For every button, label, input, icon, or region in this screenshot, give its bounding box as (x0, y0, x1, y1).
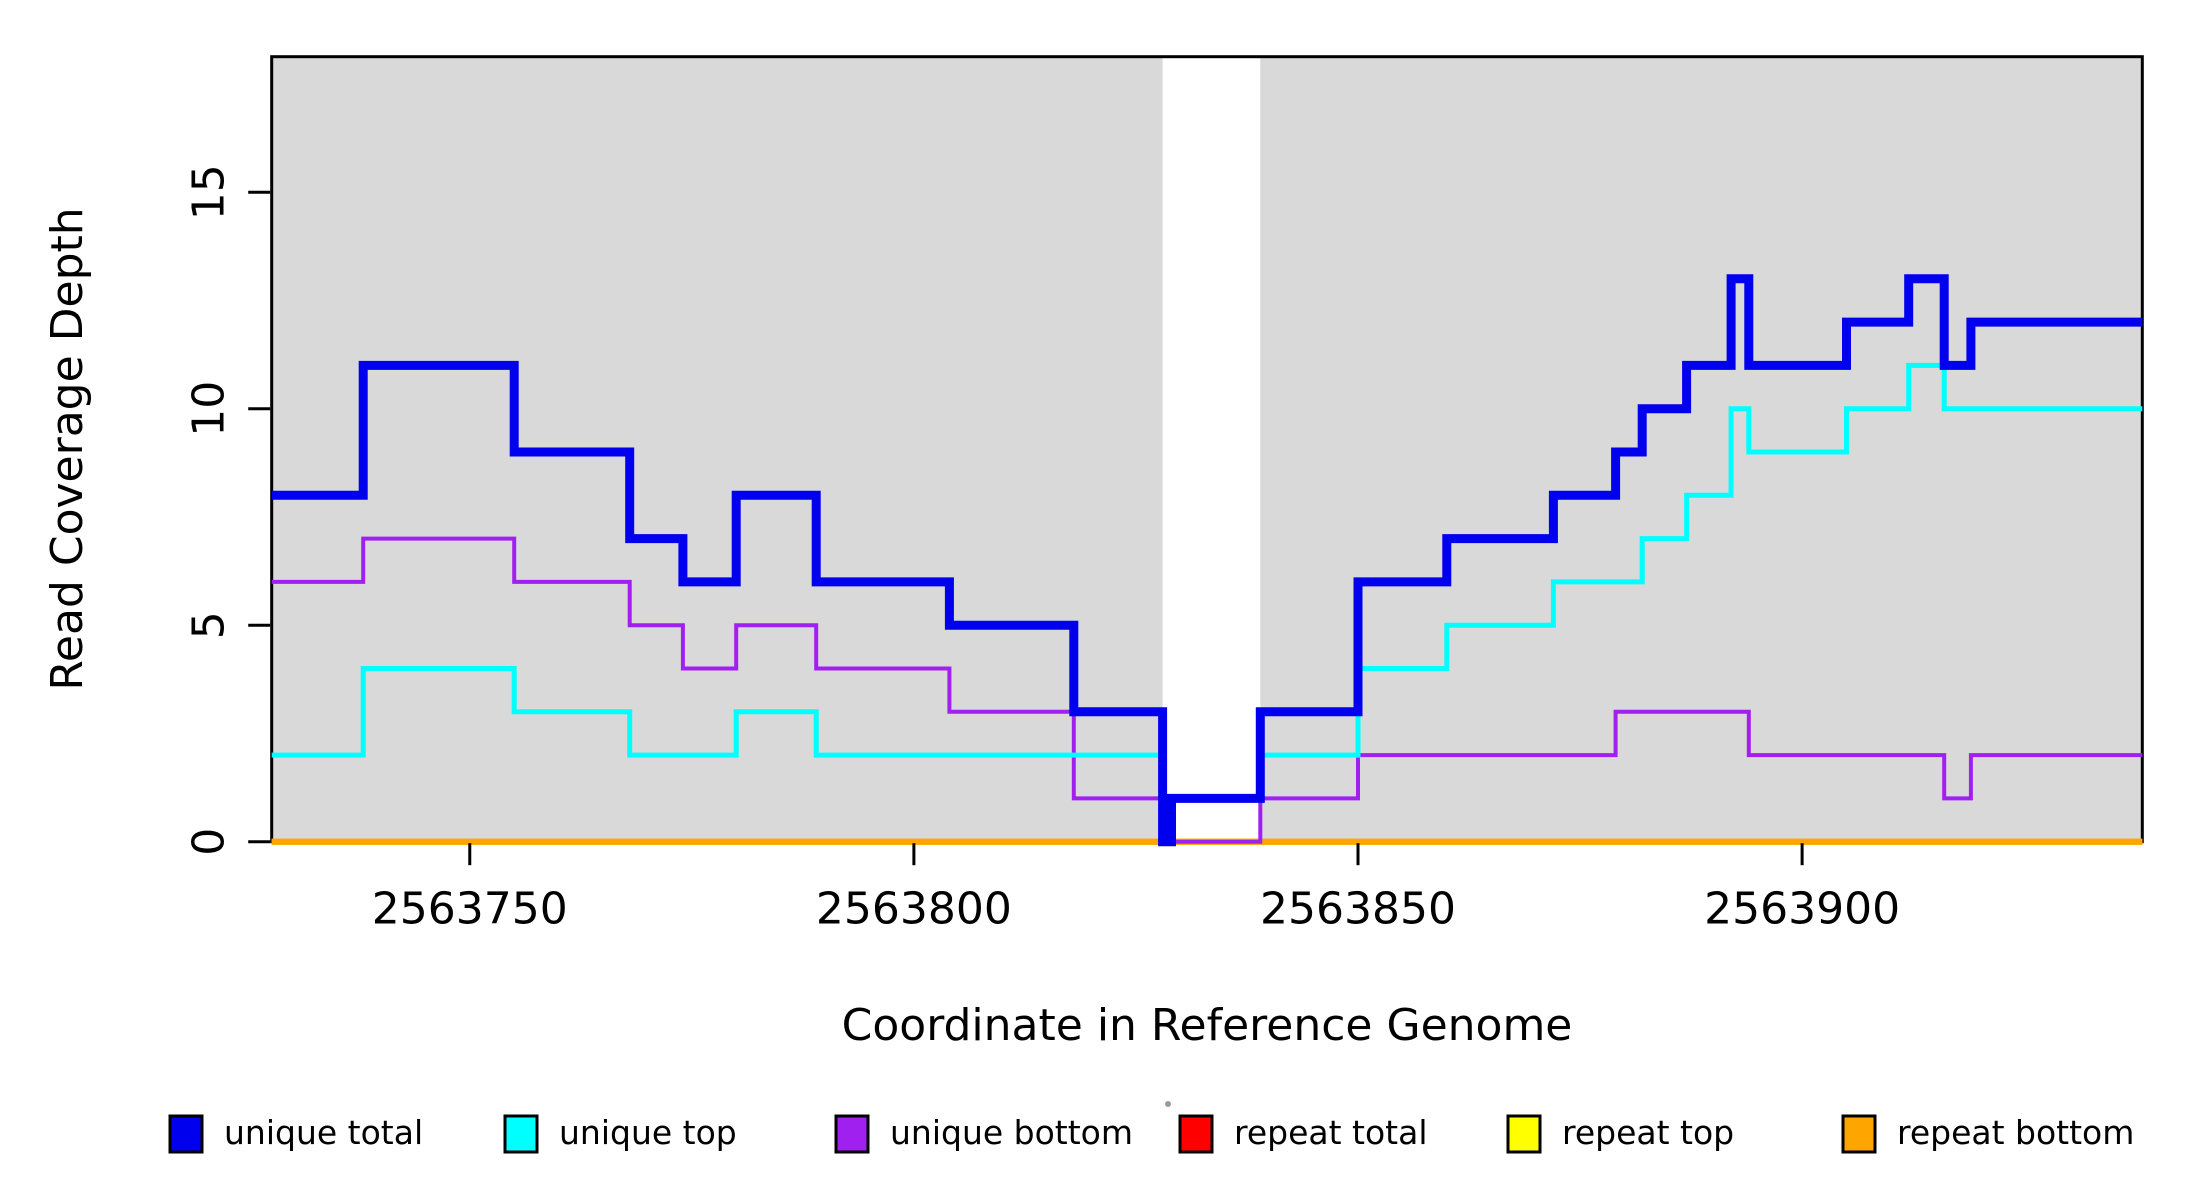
y-tick-label-0: 0 (184, 828, 235, 856)
legend-label-repeat-top: repeat top (1562, 1113, 1734, 1152)
legend-label-repeat-bottom: repeat bottom (1897, 1113, 2134, 1152)
legend-item-repeat-bottom: repeat bottom (1841, 1113, 2134, 1154)
legend-item-repeat-top: repeat top (1506, 1113, 1734, 1154)
legend-swatch-repeat-bottom (1841, 1114, 1877, 1154)
legend-label-unique-bottom: unique bottom (890, 1113, 1133, 1152)
y-tick-label-15: 15 (184, 164, 235, 220)
series-group (271, 274, 2143, 847)
legend-label-unique-top: unique top (559, 1113, 737, 1152)
series-line-unique-total (271, 274, 2143, 847)
x-axis-title: Coordinate in Reference Genome (842, 1000, 1573, 1051)
x-tick-label-2563900: 2563900 (1704, 884, 1900, 935)
legend-item-unique-total: unique total (168, 1113, 423, 1154)
legend-swatch-repeat-total (1178, 1114, 1214, 1154)
y-tick-label-5: 5 (184, 611, 235, 639)
legend-swatch-unique-total (168, 1114, 204, 1154)
x-tick-label-2563750: 2563750 (372, 884, 568, 935)
legend-artifact-dot (1165, 1101, 1171, 1107)
legend-item-unique-top: unique top (503, 1113, 737, 1154)
legend-label-repeat-total: repeat total (1234, 1113, 1428, 1152)
x-axis: 2563750 2563800 2563850 2563900 (372, 843, 1900, 935)
legend: unique total unique top unique bottom repea… (168, 1113, 2134, 1154)
highlight-band (1162, 56, 1261, 842)
series-line-unique-top (271, 362, 2143, 845)
y-tick-label-10: 10 (184, 381, 235, 437)
legend-swatch-unique-bottom (834, 1114, 870, 1154)
y-axis: 0 5 10 15 (184, 164, 271, 856)
legend-item-unique-bottom: unique bottom (834, 1113, 1133, 1154)
legend-swatch-repeat-top (1506, 1114, 1542, 1154)
x-tick-label-2563850: 2563850 (1260, 884, 1456, 935)
y-axis-title: Read Coverage Depth (42, 207, 93, 690)
legend-item-repeat-total: repeat total (1178, 1113, 1428, 1154)
legend-swatch-unique-top (503, 1114, 539, 1154)
legend-label-unique-total: unique total (224, 1113, 423, 1152)
x-tick-label-2563800: 2563800 (816, 884, 1012, 935)
